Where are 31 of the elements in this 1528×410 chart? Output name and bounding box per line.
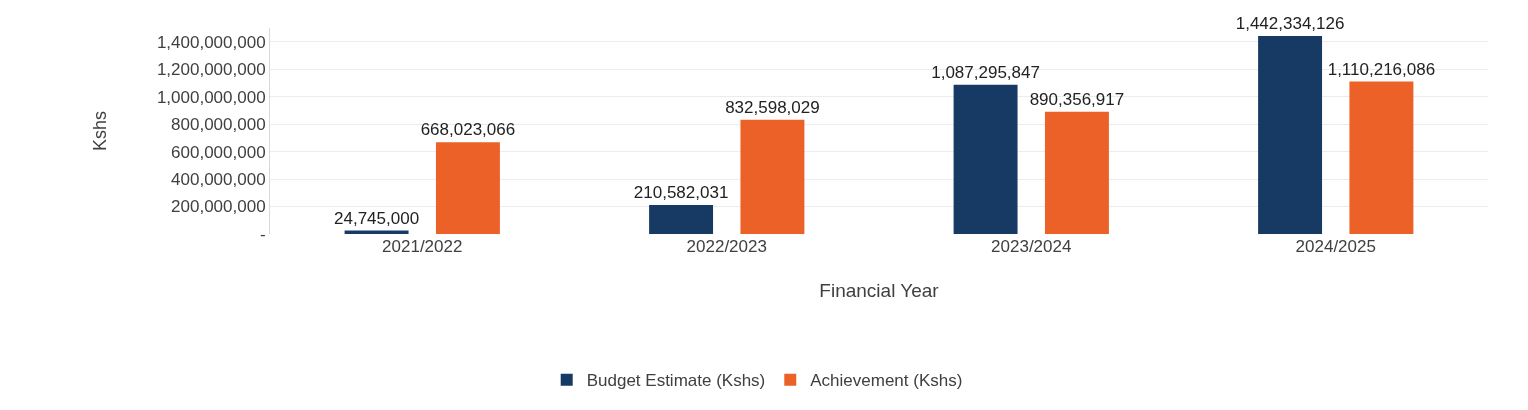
y-tick-label: 1,200,000,000 — [156, 60, 266, 80]
bar — [740, 119, 805, 234]
x-tick-label: 2023/2024 — [991, 237, 1072, 256]
data-label: 668,023,066 — [420, 120, 516, 140]
data-label: 832,598,029 — [725, 97, 820, 117]
legend-label: Achievement (Kshs) — [810, 371, 963, 391]
bar — [1044, 111, 1109, 234]
data-label: 24,745,000 — [334, 208, 420, 228]
bar — [649, 205, 714, 234]
bar — [435, 142, 500, 234]
x-axis-title: Financial Year — [819, 279, 940, 301]
y-tick-label: 400,000,000 — [171, 170, 266, 190]
y-axis-title: Kshs — [90, 110, 111, 152]
data-label: 1,110,216,086 — [1327, 59, 1436, 79]
y-tick-label: 600,000,000 — [171, 142, 266, 162]
y-tick-label: - — [259, 224, 266, 244]
y-tick-label: 800,000,000 — [171, 115, 266, 135]
data-label: 1,087,295,847 — [931, 62, 1040, 82]
bar — [953, 84, 1018, 234]
y-tick-label: 200,000,000 — [171, 197, 266, 217]
bar — [1258, 35, 1323, 234]
data-label: 890,356,917 — [1029, 89, 1125, 109]
x-tick-label: 2022/2023 — [686, 237, 767, 256]
x-tick-label: 2024/2025 — [1295, 237, 1376, 256]
y-tick-label: 1,400,000,000 — [156, 32, 266, 52]
y-tick-label: 1,000,000,000 — [156, 87, 266, 107]
bar — [1349, 81, 1414, 234]
data-label: 210,582,031 — [633, 183, 729, 203]
x-tick-label: 2021/2022 — [382, 237, 463, 256]
legend-label: Budget Estimate (Kshs) — [586, 371, 766, 391]
data-label: 1,442,334,126 — [1235, 13, 1345, 33]
